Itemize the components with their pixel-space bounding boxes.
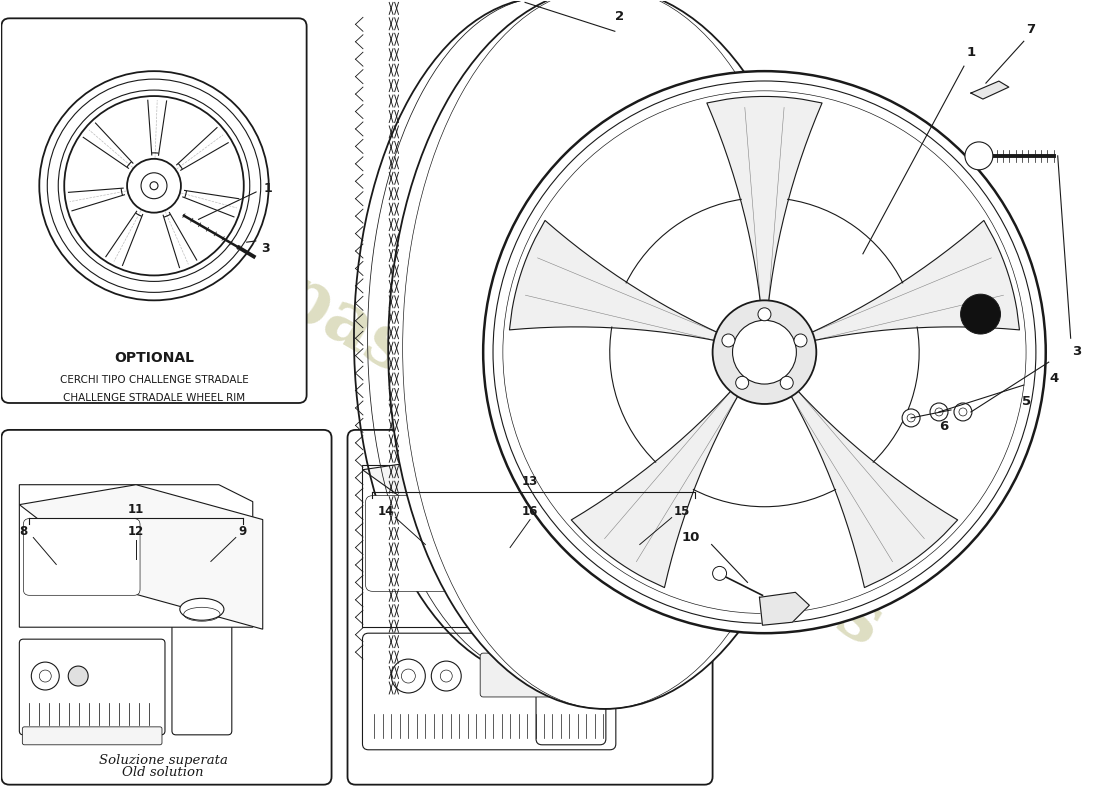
FancyBboxPatch shape	[20, 639, 165, 735]
Text: 6: 6	[939, 420, 948, 433]
Polygon shape	[20, 485, 263, 630]
Ellipse shape	[179, 598, 224, 620]
Text: 15: 15	[673, 505, 690, 518]
Text: OPTIONAL: OPTIONAL	[114, 351, 194, 365]
FancyBboxPatch shape	[348, 430, 713, 785]
FancyBboxPatch shape	[536, 615, 606, 745]
Circle shape	[713, 300, 816, 404]
Text: 14: 14	[377, 505, 394, 518]
Polygon shape	[363, 465, 700, 627]
Text: 2: 2	[615, 10, 625, 23]
Text: 5: 5	[1022, 395, 1032, 408]
Text: Old solution: Old solution	[122, 766, 204, 779]
Polygon shape	[807, 221, 1020, 342]
Text: 16: 16	[521, 505, 538, 518]
Text: 3: 3	[1072, 345, 1081, 358]
Text: a passion for parts: a passion for parts	[205, 220, 895, 660]
FancyBboxPatch shape	[22, 727, 162, 745]
Polygon shape	[571, 387, 740, 587]
FancyBboxPatch shape	[363, 633, 616, 750]
Text: 11: 11	[128, 503, 144, 516]
Circle shape	[68, 666, 88, 686]
FancyBboxPatch shape	[365, 496, 509, 591]
Circle shape	[713, 566, 727, 580]
Circle shape	[794, 334, 807, 347]
Polygon shape	[20, 485, 253, 627]
Text: 13: 13	[521, 475, 538, 488]
Circle shape	[930, 403, 948, 421]
Text: Soluzione superata: Soluzione superata	[99, 754, 228, 767]
Polygon shape	[363, 445, 702, 627]
Circle shape	[780, 376, 793, 390]
Polygon shape	[509, 221, 722, 342]
FancyBboxPatch shape	[23, 518, 140, 595]
Circle shape	[902, 409, 920, 427]
Polygon shape	[789, 387, 958, 587]
Text: 7: 7	[1026, 23, 1035, 36]
Circle shape	[722, 334, 735, 347]
Circle shape	[758, 308, 771, 321]
Circle shape	[150, 182, 158, 190]
FancyBboxPatch shape	[1, 430, 331, 785]
Circle shape	[733, 320, 796, 384]
Polygon shape	[707, 97, 822, 306]
Text: 9: 9	[239, 525, 246, 538]
FancyBboxPatch shape	[172, 606, 232, 735]
Text: 12: 12	[128, 525, 144, 538]
Circle shape	[960, 294, 1001, 334]
FancyBboxPatch shape	[481, 653, 571, 697]
Polygon shape	[971, 81, 1009, 99]
Text: 1: 1	[264, 182, 273, 195]
Circle shape	[954, 403, 972, 421]
Text: 8: 8	[19, 525, 28, 538]
Polygon shape	[759, 592, 810, 626]
FancyBboxPatch shape	[1, 18, 307, 403]
Text: 3: 3	[261, 242, 270, 255]
Text: 10: 10	[681, 531, 700, 544]
Text: 4: 4	[1049, 372, 1058, 385]
Text: CHALLENGE STRADALE WHEEL RIM: CHALLENGE STRADALE WHEEL RIM	[63, 393, 245, 403]
Ellipse shape	[547, 610, 595, 632]
Text: 1: 1	[967, 46, 976, 59]
Circle shape	[736, 376, 749, 390]
Circle shape	[965, 142, 993, 170]
Ellipse shape	[388, 0, 822, 709]
Text: CERCHI TIPO CHALLENGE STRADALE: CERCHI TIPO CHALLENGE STRADALE	[59, 375, 249, 385]
Circle shape	[483, 71, 1046, 633]
